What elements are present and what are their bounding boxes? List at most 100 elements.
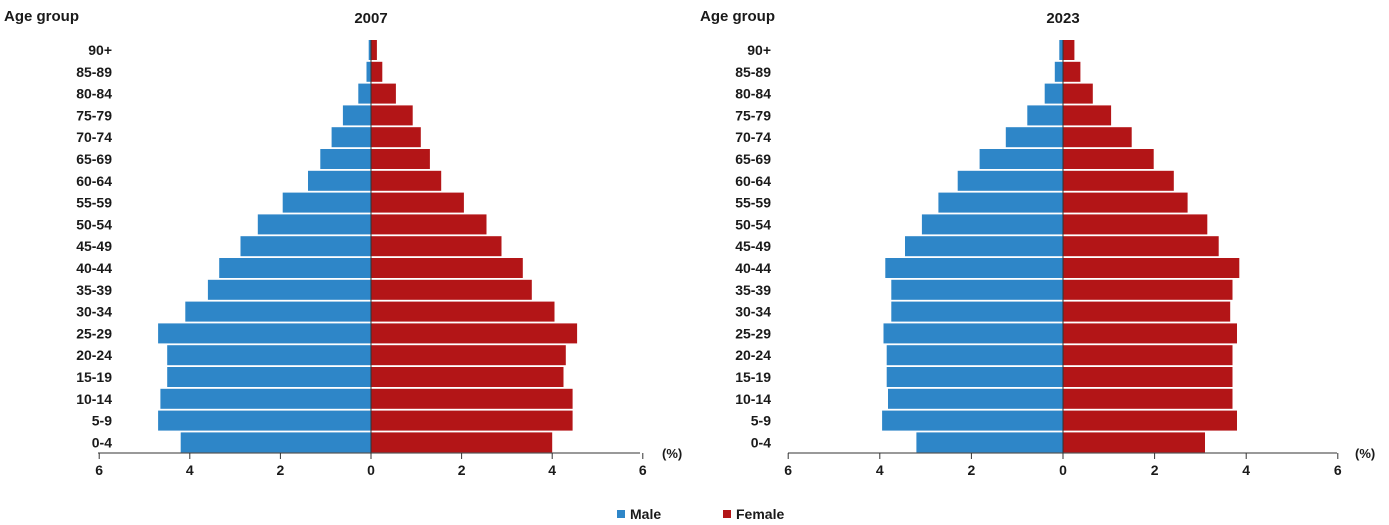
age-category-label: 90+ [88, 42, 112, 58]
bar-male [1044, 83, 1063, 104]
bar-female [371, 432, 553, 453]
age-category-label: 30-34 [735, 304, 771, 320]
bar-female [371, 410, 573, 431]
age-category-label: 0-4 [751, 434, 771, 450]
x-tick-label: 4 [186, 462, 194, 478]
age-group-axis-label: Age group [4, 8, 79, 25]
bar-male [957, 170, 1063, 191]
age-category-labels: 90+ 85-89 80-84 75-79 70-74 65-69 60-64 55-59 50… [76, 42, 112, 450]
bar-male [207, 279, 371, 300]
age-group-axis-label: Age group [700, 8, 775, 25]
bar-male [1054, 61, 1063, 82]
age-category-label: 65-69 [76, 151, 112, 167]
age-category-label: 65-69 [735, 151, 771, 167]
x-tick-label: 2 [1151, 462, 1159, 478]
x-tick-label: 2 [277, 462, 285, 478]
bar-male [366, 61, 371, 82]
bar-female [371, 192, 464, 213]
bar-male [921, 214, 1063, 235]
age-category-label: 85-89 [735, 64, 771, 80]
age-category-label: 35-39 [735, 282, 771, 298]
bar-male [891, 279, 1064, 300]
bar-female [1063, 323, 1237, 344]
legend-male-label: Male [630, 506, 661, 522]
age-category-label: 30-34 [76, 304, 112, 320]
bar-female [371, 236, 502, 257]
bar-male [167, 367, 371, 387]
age-category-label: 50-54 [76, 216, 112, 232]
bar-male [160, 388, 371, 409]
bar-female [1063, 432, 1205, 453]
x-tick-label: 4 [1242, 462, 1250, 478]
bar-male [885, 258, 1063, 278]
age-category-label: 5-9 [751, 413, 771, 429]
bar-male [938, 192, 1063, 213]
bar-female [371, 149, 430, 169]
age-category-label: 45-49 [76, 238, 112, 254]
bar-female [1063, 388, 1233, 409]
age-category-label: 25-29 [735, 325, 771, 341]
bar-male [308, 170, 371, 191]
bar-male [158, 323, 371, 344]
bar-male [886, 367, 1063, 387]
legend-female-swatch [723, 510, 731, 518]
bar-male [358, 83, 371, 104]
bar-female [1063, 192, 1188, 213]
bar-female [1063, 367, 1233, 387]
chart-title: 2023 [1046, 10, 1079, 27]
bar-female [371, 105, 413, 126]
age-category-label: 45-49 [735, 238, 771, 254]
bar-female [1063, 40, 1075, 60]
bar-male [368, 40, 371, 60]
bar-female [371, 127, 421, 148]
age-category-label: 60-64 [735, 173, 771, 189]
x-tick-label: 2 [968, 462, 976, 478]
bar-male [883, 323, 1063, 344]
legend-female-label: Female [736, 506, 784, 522]
bar-female [371, 279, 532, 300]
chart-title: 2007 [354, 10, 387, 27]
bar-male [1005, 127, 1064, 148]
x-tick-label: 6 [784, 462, 792, 478]
x-tick-label: 0 [1059, 462, 1067, 478]
bar-male [331, 127, 371, 148]
bar-female [1063, 149, 1154, 169]
bar-male [886, 345, 1063, 366]
bar-female [1063, 83, 1093, 104]
bar-female [1063, 105, 1112, 126]
age-category-label: 10-14 [76, 391, 112, 407]
bar-male [219, 258, 371, 278]
age-category-label: 75-79 [735, 107, 771, 123]
age-category-label: 75-79 [76, 107, 112, 123]
bar-female [1063, 61, 1081, 82]
age-category-label: 80-84 [76, 86, 112, 102]
bar-female [1063, 214, 1208, 235]
bar-female [1063, 279, 1233, 300]
age-category-label: 40-44 [76, 260, 112, 276]
bar-male [979, 149, 1063, 169]
age-category-label: 20-24 [76, 347, 112, 363]
pyramid-panel-2023: Age group 2023 90+85-8980-8475-7970-7465… [700, 8, 1375, 478]
bar-female [1063, 258, 1240, 278]
bar-male [240, 236, 371, 257]
x-tick-label: 2 [458, 462, 466, 478]
unit-label: (%) [1355, 446, 1375, 461]
age-category-label: 15-19 [76, 369, 112, 385]
age-category-label: 40-44 [735, 260, 771, 276]
legend-male-swatch [617, 510, 625, 518]
age-category-label: 0-4 [92, 434, 112, 450]
bar-male [882, 410, 1063, 431]
age-category-label: 20-24 [735, 347, 771, 363]
age-category-label: 25-29 [76, 325, 112, 341]
x-ticks: 6 4 2 0 2 4 6 [784, 453, 1342, 478]
age-category-label: 55-59 [735, 195, 771, 211]
bar-female [371, 345, 566, 366]
bar-male [158, 410, 371, 431]
age-category-label: 50-54 [735, 216, 771, 232]
age-category-label: 55-59 [76, 195, 112, 211]
age-category-label: 70-74 [735, 129, 771, 145]
bar-female [371, 367, 564, 387]
bar-female [371, 61, 383, 82]
x-tick-label: 0 [367, 462, 375, 478]
